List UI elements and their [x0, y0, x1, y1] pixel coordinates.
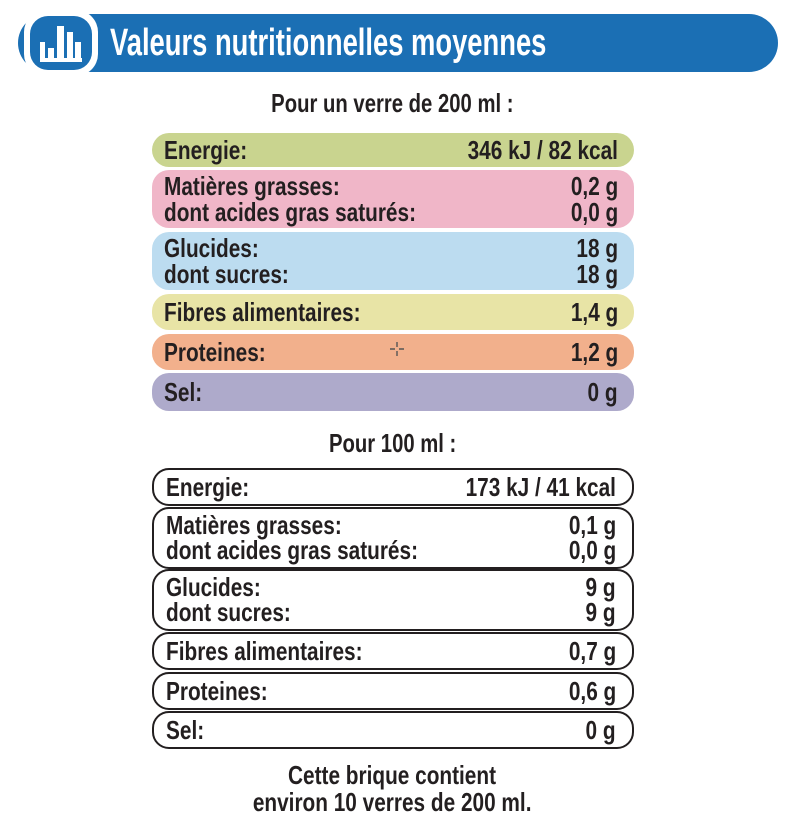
nutrient-label: Fibres alimentaires:	[164, 297, 361, 327]
nutrient-label: dont sucres:	[166, 597, 291, 627]
nutrient-label: Sel:	[166, 714, 205, 745]
header-banner: Valeurs nutritionnelles moyennes	[18, 10, 778, 76]
nutrient-label: Energie:	[166, 471, 250, 502]
nutrient-value: 0 g	[587, 377, 618, 407]
nutrient-row-matieres-grasses: Matières grasses: 0,1 g dont acides gras s…	[152, 507, 634, 569]
nutrient-value: 0 g	[585, 714, 616, 745]
nutrient-label: dont acides gras saturés:	[166, 535, 418, 565]
crosshair-cursor-icon	[390, 342, 404, 356]
footer-line-2: environ 10 verres de 200 ml.	[253, 787, 532, 817]
nutrient-label: dont acides gras saturés:	[164, 197, 416, 227]
nutrient-row-fibres: Fibres alimentaires: 0,7 g	[152, 632, 634, 670]
nutrient-value: 0,2 g	[570, 171, 618, 201]
nutrient-value: 0,6 g	[568, 675, 616, 706]
nutrient-value: 18 g	[576, 233, 618, 263]
footer-line-1: Cette brique contient	[288, 760, 497, 790]
nutrient-value: 0,0 g	[570, 197, 618, 227]
bar-chart-icon	[40, 26, 82, 62]
nutrient-label: Glucides:	[164, 233, 259, 263]
nutrient-row-proteines: Proteines: 0,6 g	[152, 672, 634, 710]
nutrient-value: 0,7 g	[568, 635, 616, 666]
nutrient-value: 0,0 g	[568, 535, 616, 565]
nutrient-row-fibres: Fibres alimentaires: 1,4 g	[152, 294, 634, 330]
nutrient-label: Proteines:	[166, 675, 268, 706]
nutrient-label: Fibres alimentaires:	[166, 635, 363, 666]
nutrient-value: 1,4 g	[570, 297, 618, 327]
nutrient-label: Proteines:	[164, 337, 266, 367]
nutrient-row-matieres-grasses: Matières grasses: 0,2 g dont acides gras s…	[152, 170, 634, 228]
nutrient-value: 1,2 g	[570, 337, 618, 367]
nutrient-value: 0,1 g	[568, 510, 616, 540]
nutrient-row-glucides: Glucides: 18 g dont sucres: 18 g	[152, 232, 634, 290]
nutrient-value: 18 g	[576, 259, 618, 289]
nutrient-row-energie: Energie: 173 kJ / 41 kcal	[152, 468, 634, 506]
nutrient-label: Matières grasses:	[166, 510, 342, 540]
nutrient-row-sel: Sel: 0 g	[152, 711, 634, 749]
footer-note: Cette brique contient environ 10 verres …	[0, 762, 785, 816]
nutrient-label: Energie:	[164, 135, 248, 165]
section-caption-per-glass: Pour un verre de 200 ml :	[271, 88, 514, 118]
nutrient-row-proteines: Proteines: 1,2 g	[152, 334, 634, 370]
nutrient-value: 9 g	[585, 597, 616, 627]
nutrient-value: 9 g	[585, 572, 616, 602]
nutrient-row-sel: Sel: 0 g	[152, 373, 634, 411]
chart-badge	[24, 10, 98, 76]
nutrient-value: 173 kJ / 41 kcal	[465, 471, 616, 502]
nutrient-value: 346 kJ / 82 kcal	[467, 135, 618, 165]
section-caption-per-100ml: Pour 100 ml :	[328, 428, 457, 458]
nutrient-row-energie: Energie: 346 kJ / 82 kcal	[152, 133, 634, 167]
nutrient-label: Matières grasses:	[164, 171, 340, 201]
page-title: Valeurs nutritionnelles moyennes	[110, 22, 547, 64]
nutrient-label: Glucides:	[166, 572, 261, 602]
nutrient-label: Sel:	[164, 377, 203, 407]
nutrient-row-glucides: Glucides: 9 g dont sucres: 9 g	[152, 569, 634, 631]
nutrient-label: dont sucres:	[164, 259, 289, 289]
